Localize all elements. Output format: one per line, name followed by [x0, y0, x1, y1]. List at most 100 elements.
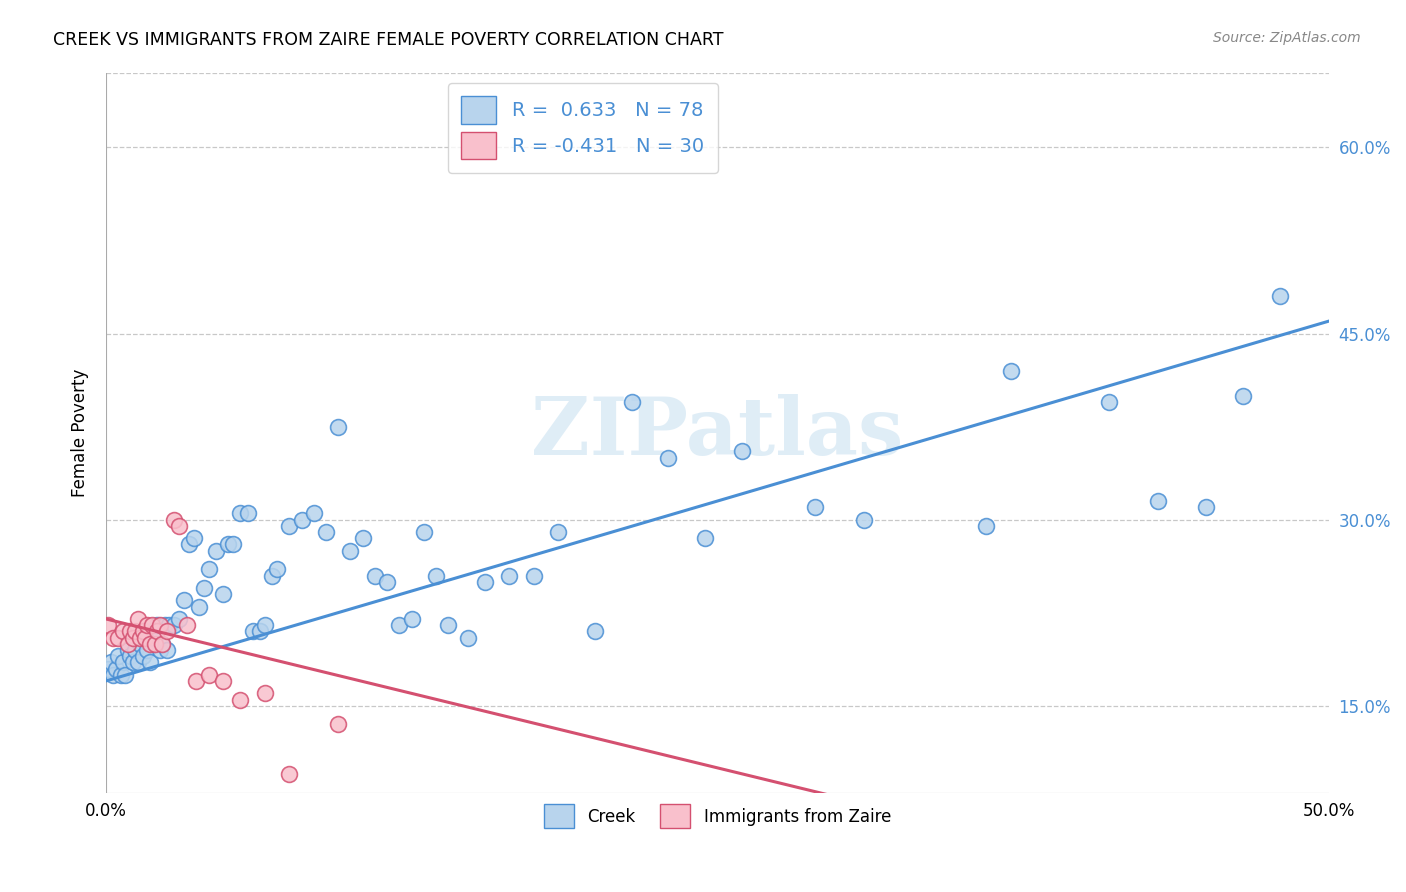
Point	[120, 649, 142, 664]
Point	[474, 574, 496, 589]
Point	[104, 662, 127, 676]
Point	[150, 637, 173, 651]
Point	[401, 612, 423, 626]
Point	[242, 624, 264, 639]
Point	[131, 624, 153, 639]
Point	[1268, 289, 1291, 303]
Point	[139, 656, 162, 670]
Point	[547, 525, 569, 540]
Legend: Creek, Immigrants from Zaire: Creek, Immigrants from Zaire	[537, 797, 897, 835]
Point	[457, 631, 479, 645]
Point	[110, 667, 132, 681]
Point	[193, 581, 215, 595]
Point	[177, 537, 200, 551]
Point	[1232, 388, 1254, 402]
Point	[134, 631, 156, 645]
Point	[156, 624, 179, 639]
Point	[143, 637, 166, 651]
Point	[131, 649, 153, 664]
Y-axis label: Female Poverty: Female Poverty	[72, 368, 89, 497]
Point	[136, 618, 159, 632]
Point	[159, 618, 181, 632]
Point	[173, 593, 195, 607]
Point	[114, 667, 136, 681]
Point	[523, 568, 546, 582]
Point	[97, 662, 120, 676]
Point	[187, 599, 209, 614]
Point	[339, 543, 361, 558]
Point	[212, 673, 235, 688]
Text: CREEK VS IMMIGRANTS FROM ZAIRE FEMALE POVERTY CORRELATION CHART: CREEK VS IMMIGRANTS FROM ZAIRE FEMALE PO…	[53, 31, 724, 49]
Point	[136, 643, 159, 657]
Point	[103, 631, 125, 645]
Point	[100, 656, 122, 670]
Point	[302, 507, 325, 521]
Point	[1146, 494, 1168, 508]
Point	[262, 568, 284, 582]
Point	[129, 637, 152, 651]
Point	[146, 618, 169, 632]
Point	[139, 637, 162, 651]
Point	[197, 562, 219, 576]
Point	[278, 767, 301, 781]
Point	[620, 394, 643, 409]
Point	[146, 624, 169, 639]
Point	[103, 667, 125, 681]
Point	[141, 631, 163, 645]
Point	[1000, 364, 1022, 378]
Point	[143, 631, 166, 645]
Point	[731, 444, 754, 458]
Point	[364, 568, 387, 582]
Point	[290, 513, 312, 527]
Point	[229, 692, 252, 706]
Point	[328, 717, 350, 731]
Point	[117, 637, 139, 651]
Point	[425, 568, 447, 582]
Point	[205, 543, 228, 558]
Point	[112, 656, 135, 670]
Point	[97, 618, 120, 632]
Point	[266, 562, 288, 576]
Text: ZIPatlas: ZIPatlas	[531, 393, 904, 472]
Point	[163, 618, 186, 632]
Point	[197, 667, 219, 681]
Point	[150, 637, 173, 651]
Point	[120, 624, 142, 639]
Point	[186, 673, 208, 688]
Point	[328, 419, 350, 434]
Point	[149, 643, 172, 657]
Point	[853, 513, 876, 527]
Point	[278, 519, 301, 533]
Point	[212, 587, 235, 601]
Point	[976, 519, 998, 533]
Point	[134, 624, 156, 639]
Point	[222, 537, 245, 551]
Point	[153, 618, 176, 632]
Point	[437, 618, 460, 632]
Point	[121, 631, 143, 645]
Point	[229, 507, 252, 521]
Point	[657, 450, 679, 465]
Point	[176, 618, 198, 632]
Point	[127, 656, 149, 670]
Point	[124, 643, 146, 657]
Point	[169, 519, 191, 533]
Point	[217, 537, 239, 551]
Point	[388, 618, 411, 632]
Point	[249, 624, 271, 639]
Point	[169, 612, 191, 626]
Point	[583, 624, 606, 639]
Point	[107, 631, 129, 645]
Point	[695, 531, 717, 545]
Point	[315, 525, 337, 540]
Point	[117, 643, 139, 657]
Text: Source: ZipAtlas.com: Source: ZipAtlas.com	[1213, 31, 1361, 45]
Point	[352, 531, 374, 545]
Point	[804, 500, 827, 515]
Point	[127, 612, 149, 626]
Point	[1195, 500, 1218, 515]
Point	[163, 513, 186, 527]
Point	[107, 649, 129, 664]
Point	[149, 618, 172, 632]
Point	[498, 568, 520, 582]
